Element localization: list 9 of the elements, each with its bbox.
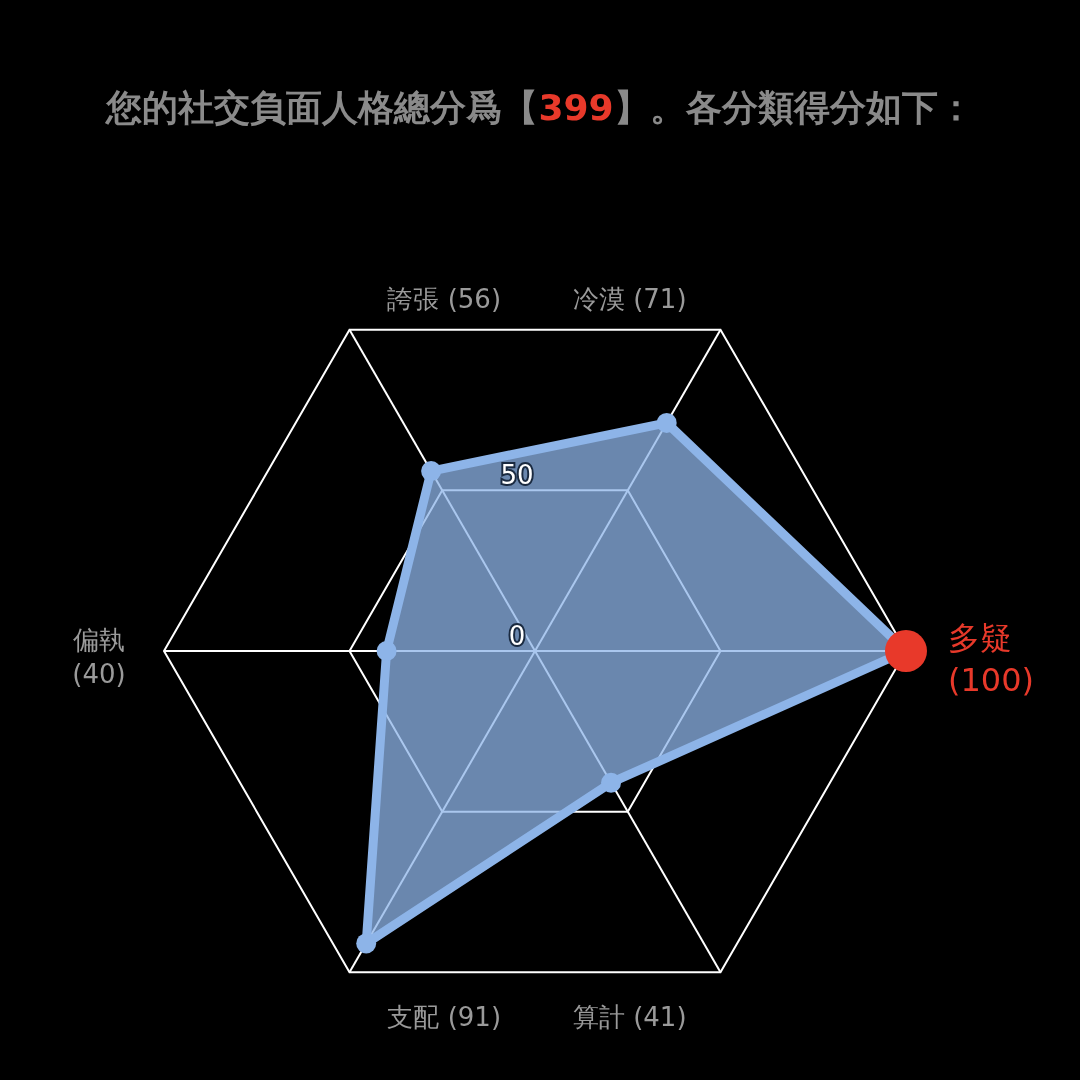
y-tick-label: 50 [500, 460, 534, 491]
spoke-label: 誇張 (56) [387, 284, 502, 315]
spoke-label: 支配 (91) [387, 1001, 502, 1032]
spoke-label: 偏執 (40) [72, 625, 126, 689]
spoke-label: 多疑 (100) [948, 619, 1035, 699]
chart-title: 您的社交負面人格總分爲【399】。各分類得分如下： [104, 87, 974, 128]
spoke-label: 冷漠 (71) [572, 284, 687, 315]
y-tick-label: 0 [508, 621, 526, 651]
spoke-label: 算計 (41) [572, 1001, 687, 1032]
